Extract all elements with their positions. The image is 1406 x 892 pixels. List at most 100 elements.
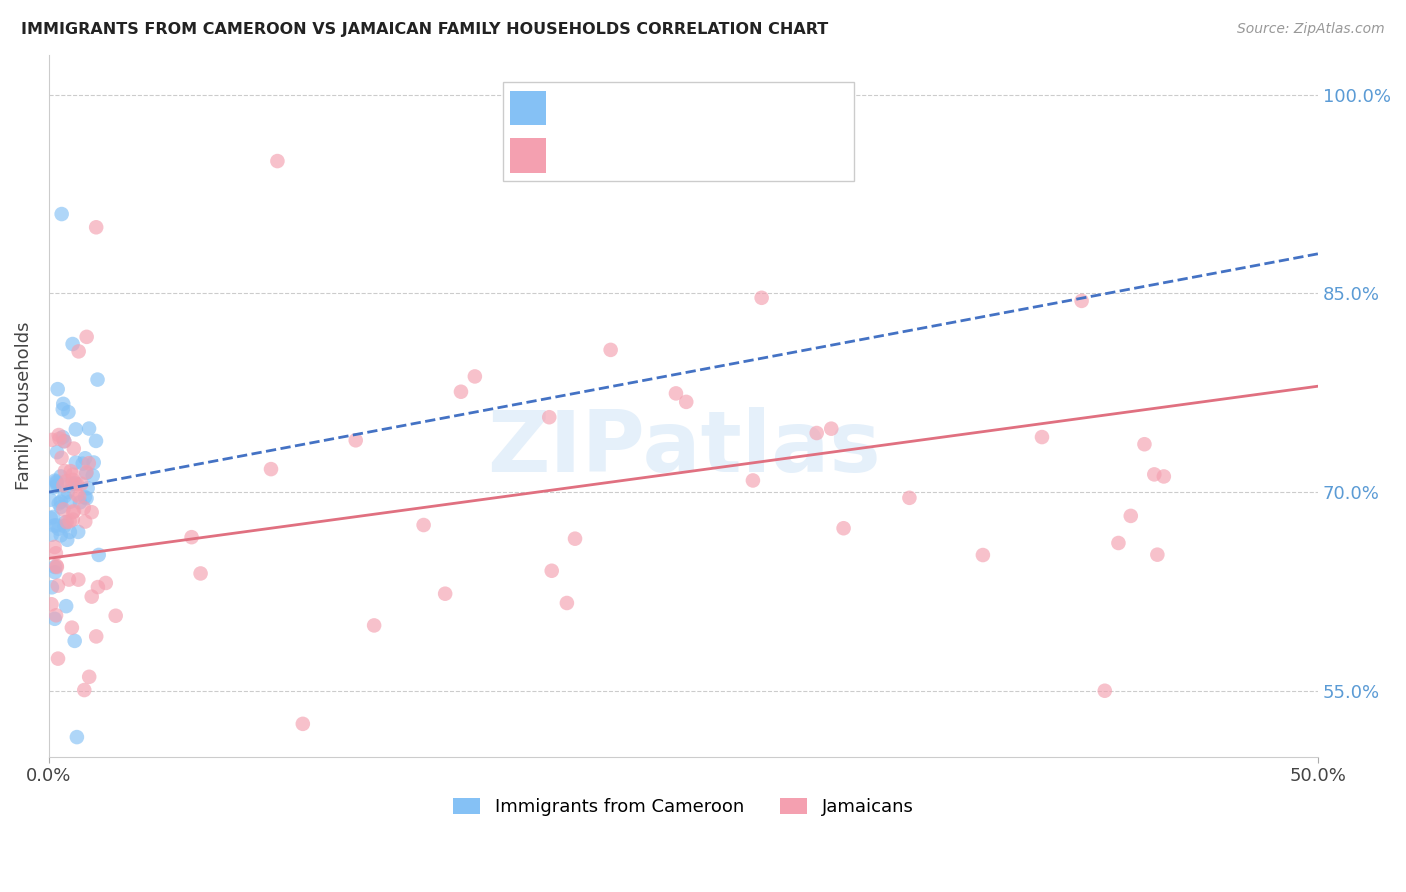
- Point: [1143, 467, 1166, 482]
- Point: [450, 384, 472, 399]
- Point: [70, 476, 93, 491]
- Point: [45, 518, 67, 533]
- Point: [45, 560, 67, 574]
- Point: [53, 489, 76, 503]
- Point: [69, 495, 91, 509]
- Point: [48, 432, 70, 446]
- Point: [72, 457, 94, 471]
- Point: [412, 518, 434, 533]
- Point: [180, 530, 202, 544]
- Point: [84, 629, 107, 643]
- Point: [291, 716, 314, 731]
- Point: [538, 410, 561, 425]
- FancyBboxPatch shape: [510, 91, 546, 126]
- Point: [67, 344, 90, 359]
- Text: ZIPatlas: ZIPatlas: [486, 407, 880, 490]
- Point: [59, 524, 82, 539]
- Point: [77, 456, 100, 470]
- Point: [55, 474, 77, 488]
- Point: [363, 618, 385, 632]
- Point: [53, 434, 76, 449]
- Point: [41, 580, 63, 594]
- Point: [83, 456, 105, 470]
- Point: [53, 519, 76, 533]
- Point: [49, 528, 72, 542]
- Point: [67, 524, 90, 539]
- Point: [65, 422, 87, 436]
- Text: N =: N =: [700, 146, 740, 164]
- Point: [45, 608, 67, 623]
- Point: [52, 430, 75, 444]
- Point: [59, 464, 82, 478]
- Point: [45, 475, 67, 490]
- Point: [62, 473, 84, 487]
- Point: [62, 467, 84, 482]
- Point: [53, 464, 76, 478]
- Point: [898, 491, 921, 505]
- Point: [820, 422, 842, 436]
- Point: [59, 514, 82, 528]
- Point: [73, 490, 96, 504]
- Point: [53, 434, 76, 449]
- Point: [1133, 437, 1156, 451]
- Point: [464, 369, 486, 384]
- Point: [56, 485, 79, 500]
- Point: [66, 487, 89, 501]
- Point: [104, 608, 127, 623]
- Point: [60, 477, 83, 491]
- Point: [84, 434, 107, 448]
- Point: [51, 207, 73, 221]
- Point: [73, 500, 96, 515]
- Point: [665, 386, 688, 401]
- Point: [55, 599, 77, 614]
- Point: [75, 515, 97, 529]
- Point: [44, 612, 66, 626]
- Point: [1146, 548, 1168, 562]
- Point: [80, 590, 103, 604]
- Point: [66, 477, 89, 491]
- Point: [56, 515, 79, 529]
- Point: [1070, 293, 1092, 308]
- Point: [75, 451, 97, 466]
- Point: [46, 478, 69, 492]
- FancyBboxPatch shape: [503, 82, 853, 181]
- Point: [44, 474, 66, 488]
- Point: [49, 494, 72, 508]
- Point: [75, 465, 97, 479]
- Point: [48, 522, 70, 536]
- Point: [87, 548, 110, 562]
- Point: [63, 633, 86, 648]
- Point: [42, 510, 65, 524]
- Point: [1031, 430, 1053, 444]
- Point: [434, 587, 457, 601]
- Point: [94, 576, 117, 591]
- Point: [46, 445, 69, 459]
- Point: [60, 621, 83, 635]
- Point: [44, 565, 66, 579]
- Point: [76, 481, 98, 495]
- Point: [39, 492, 62, 507]
- Point: [1107, 536, 1129, 550]
- Point: [58, 405, 80, 419]
- Point: [806, 425, 828, 440]
- Point: [44, 518, 66, 533]
- Point: [73, 683, 96, 698]
- Text: Source: ZipAtlas.com: Source: ZipAtlas.com: [1237, 22, 1385, 37]
- Point: [266, 154, 288, 169]
- Point: [751, 291, 773, 305]
- Point: [675, 395, 697, 409]
- Point: [344, 434, 367, 448]
- Point: [66, 730, 89, 744]
- Point: [972, 548, 994, 562]
- Point: [55, 515, 77, 529]
- Point: [52, 397, 75, 411]
- Text: 0.171: 0.171: [614, 99, 671, 117]
- Point: [41, 527, 63, 541]
- Point: [51, 450, 73, 465]
- Text: 0.327: 0.327: [614, 146, 671, 164]
- Text: R =: R =: [557, 146, 596, 164]
- Point: [67, 490, 90, 504]
- Point: [56, 533, 79, 547]
- Point: [42, 480, 65, 494]
- Point: [52, 402, 75, 417]
